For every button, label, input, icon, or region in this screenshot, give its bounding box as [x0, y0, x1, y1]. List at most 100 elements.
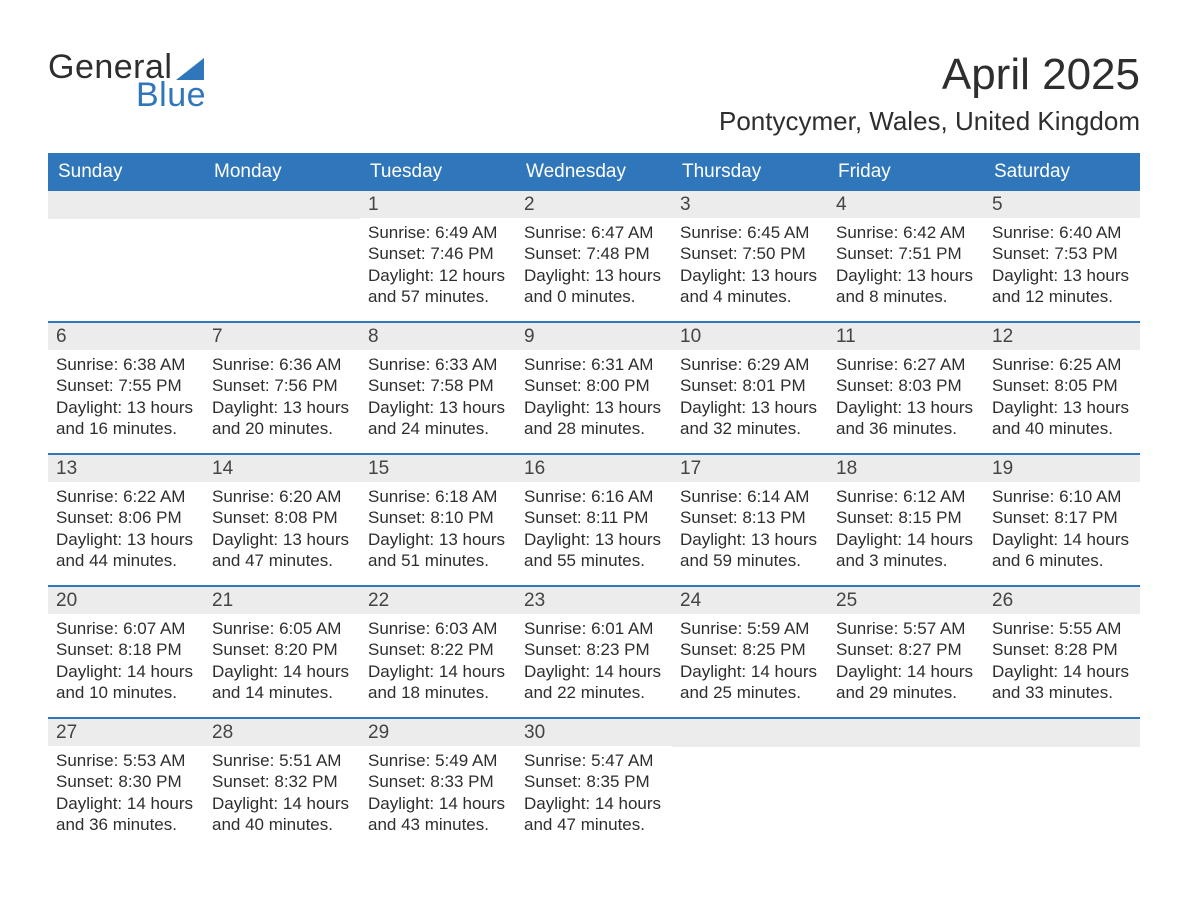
sunset-line: Sunset: 8:10 PM — [368, 507, 508, 528]
daylight-line: Daylight: 14 hours and 29 minutes. — [836, 661, 976, 704]
sunset-line: Sunset: 8:27 PM — [836, 639, 976, 660]
day-number: 9 — [516, 323, 672, 350]
sunset-line: Sunset: 8:18 PM — [56, 639, 196, 660]
daylight-line: Daylight: 13 hours and 59 minutes. — [680, 529, 820, 572]
day-details: Sunrise: 6:01 AMSunset: 8:23 PMDaylight:… — [516, 614, 672, 709]
sunset-line: Sunset: 8:05 PM — [992, 375, 1132, 396]
daylight-line: Daylight: 14 hours and 40 minutes. — [212, 793, 352, 836]
weekday-header: Friday — [828, 153, 984, 191]
calendar-cell — [204, 191, 360, 321]
day-details: Sunrise: 6:33 AMSunset: 7:58 PMDaylight:… — [360, 350, 516, 445]
calendar-cell: 22Sunrise: 6:03 AMSunset: 8:22 PMDayligh… — [360, 587, 516, 717]
sunset-line: Sunset: 8:35 PM — [524, 771, 664, 792]
day-number: 15 — [360, 455, 516, 482]
sunset-line: Sunset: 8:23 PM — [524, 639, 664, 660]
day-details: Sunrise: 6:45 AMSunset: 7:50 PMDaylight:… — [672, 218, 828, 313]
day-details: Sunrise: 6:42 AMSunset: 7:51 PMDaylight:… — [828, 218, 984, 313]
sunrise-line: Sunrise: 5:55 AM — [992, 618, 1132, 639]
calendar-cell: 18Sunrise: 6:12 AMSunset: 8:15 PMDayligh… — [828, 455, 984, 585]
sunset-line: Sunset: 7:53 PM — [992, 243, 1132, 264]
day-details: Sunrise: 6:25 AMSunset: 8:05 PMDaylight:… — [984, 350, 1140, 445]
sunset-line: Sunset: 8:20 PM — [212, 639, 352, 660]
weekday-header: Saturday — [984, 153, 1140, 191]
weekday-header: Thursday — [672, 153, 828, 191]
daylight-line: Daylight: 13 hours and 16 minutes. — [56, 397, 196, 440]
day-details: Sunrise: 6:16 AMSunset: 8:11 PMDaylight:… — [516, 482, 672, 577]
day-details: Sunrise: 6:07 AMSunset: 8:18 PMDaylight:… — [48, 614, 204, 709]
sunset-line: Sunset: 7:56 PM — [212, 375, 352, 396]
daylight-line: Daylight: 13 hours and 47 minutes. — [212, 529, 352, 572]
day-number: 19 — [984, 455, 1140, 482]
daylight-line: Daylight: 13 hours and 40 minutes. — [992, 397, 1132, 440]
daylight-line: Daylight: 13 hours and 28 minutes. — [524, 397, 664, 440]
day-details: Sunrise: 6:47 AMSunset: 7:48 PMDaylight:… — [516, 218, 672, 313]
day-details: Sunrise: 6:12 AMSunset: 8:15 PMDaylight:… — [828, 482, 984, 577]
daylight-line: Daylight: 14 hours and 43 minutes. — [368, 793, 508, 836]
calendar-cell: 26Sunrise: 5:55 AMSunset: 8:28 PMDayligh… — [984, 587, 1140, 717]
sunrise-line: Sunrise: 6:07 AM — [56, 618, 196, 639]
daylight-line: Daylight: 14 hours and 47 minutes. — [524, 793, 664, 836]
sunrise-line: Sunrise: 6:20 AM — [212, 486, 352, 507]
day-number: 14 — [204, 455, 360, 482]
day-details: Sunrise: 6:31 AMSunset: 8:00 PMDaylight:… — [516, 350, 672, 445]
weekday-header: Sunday — [48, 153, 204, 191]
sunset-line: Sunset: 7:51 PM — [836, 243, 976, 264]
sunrise-line: Sunrise: 5:53 AM — [56, 750, 196, 771]
calendar-cell: 5Sunrise: 6:40 AMSunset: 7:53 PMDaylight… — [984, 191, 1140, 321]
calendar-week: 1Sunrise: 6:49 AMSunset: 7:46 PMDaylight… — [48, 191, 1140, 321]
sunset-line: Sunset: 8:15 PM — [836, 507, 976, 528]
daylight-line: Daylight: 13 hours and 44 minutes. — [56, 529, 196, 572]
day-details: Sunrise: 6:14 AMSunset: 8:13 PMDaylight:… — [672, 482, 828, 577]
day-number — [984, 719, 1140, 747]
calendar-cell — [984, 719, 1140, 849]
brand-logo: General Blue — [48, 50, 206, 112]
sunset-line: Sunset: 8:06 PM — [56, 507, 196, 528]
calendar-cell: 28Sunrise: 5:51 AMSunset: 8:32 PMDayligh… — [204, 719, 360, 849]
calendar-week: 20Sunrise: 6:07 AMSunset: 8:18 PMDayligh… — [48, 585, 1140, 717]
day-number: 30 — [516, 719, 672, 746]
day-number: 24 — [672, 587, 828, 614]
day-details: Sunrise: 5:59 AMSunset: 8:25 PMDaylight:… — [672, 614, 828, 709]
sunrise-line: Sunrise: 6:01 AM — [524, 618, 664, 639]
calendar-cell — [828, 719, 984, 849]
daylight-line: Daylight: 13 hours and 36 minutes. — [836, 397, 976, 440]
day-details: Sunrise: 6:03 AMSunset: 8:22 PMDaylight:… — [360, 614, 516, 709]
daylight-line: Daylight: 13 hours and 24 minutes. — [368, 397, 508, 440]
sunrise-line: Sunrise: 6:33 AM — [368, 354, 508, 375]
sunset-line: Sunset: 8:08 PM — [212, 507, 352, 528]
calendar-cell: 19Sunrise: 6:10 AMSunset: 8:17 PMDayligh… — [984, 455, 1140, 585]
calendar-cell: 4Sunrise: 6:42 AMSunset: 7:51 PMDaylight… — [828, 191, 984, 321]
sunset-line: Sunset: 8:33 PM — [368, 771, 508, 792]
daylight-line: Daylight: 14 hours and 6 minutes. — [992, 529, 1132, 572]
sunrise-line: Sunrise: 6:47 AM — [524, 222, 664, 243]
sunset-line: Sunset: 8:22 PM — [368, 639, 508, 660]
sunrise-line: Sunrise: 5:59 AM — [680, 618, 820, 639]
calendar-cell: 11Sunrise: 6:27 AMSunset: 8:03 PMDayligh… — [828, 323, 984, 453]
day-number: 13 — [48, 455, 204, 482]
sunrise-line: Sunrise: 6:18 AM — [368, 486, 508, 507]
calendar-cell: 14 Sunrise: 6:20 AMSunset: 8:08 PMDayligh… — [204, 455, 360, 585]
daylight-line: Daylight: 13 hours and 55 minutes. — [524, 529, 664, 572]
sunrise-line: Sunrise: 6:49 AM — [368, 222, 508, 243]
calendar-cell: 27Sunrise: 5:53 AMSunset: 8:30 PMDayligh… — [48, 719, 204, 849]
day-number: 17 — [672, 455, 828, 482]
sunrise-line: Sunrise: 6:38 AM — [56, 354, 196, 375]
day-number: 2 — [516, 191, 672, 218]
sunset-line: Sunset: 8:28 PM — [992, 639, 1132, 660]
daylight-line: Daylight: 14 hours and 22 minutes. — [524, 661, 664, 704]
sunrise-line: Sunrise: 6:36 AM — [212, 354, 352, 375]
calendar-cell: 24Sunrise: 5:59 AMSunset: 8:25 PMDayligh… — [672, 587, 828, 717]
sunrise-line: Sunrise: 6:05 AM — [212, 618, 352, 639]
daylight-line: Daylight: 13 hours and 12 minutes. — [992, 265, 1132, 308]
sunset-line: Sunset: 7:46 PM — [368, 243, 508, 264]
page-header: General Blue April 2025 Pontycymer, Wale… — [48, 50, 1140, 137]
sunset-line: Sunset: 7:58 PM — [368, 375, 508, 396]
sunset-line: Sunset: 8:13 PM — [680, 507, 820, 528]
logo-text-blue: Blue — [136, 78, 206, 112]
calendar-cell: 15Sunrise: 6:18 AMSunset: 8:10 PMDayligh… — [360, 455, 516, 585]
calendar-cell — [48, 191, 204, 321]
sunset-line: Sunset: 8:01 PM — [680, 375, 820, 396]
day-number: 12 — [984, 323, 1140, 350]
day-details: Sunrise: 6:36 AMSunset: 7:56 PMDaylight:… — [204, 350, 360, 445]
day-number: 29 — [360, 719, 516, 746]
